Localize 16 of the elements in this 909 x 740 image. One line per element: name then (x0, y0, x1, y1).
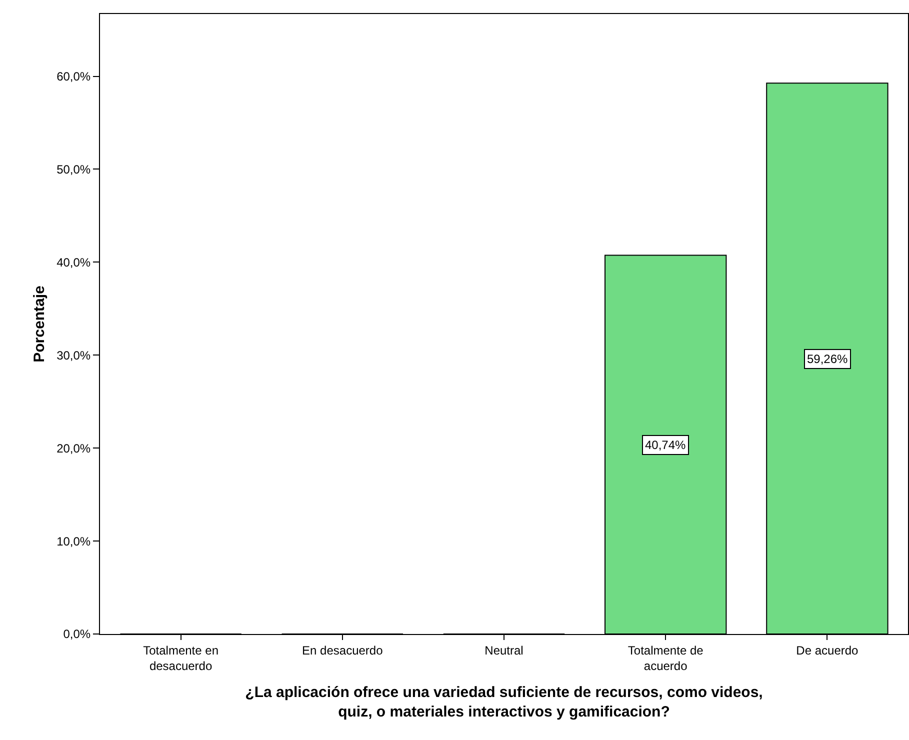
x-tick-label: De acuerdo (796, 643, 859, 658)
y-tick-label: 10,0% (56, 534, 91, 548)
x-tick-label: Totalmente en desacuerdo (143, 643, 218, 673)
data-label: 40,74% (645, 438, 686, 452)
y-tick-label: 0,0% (63, 627, 91, 642)
y-tick-label: 30,0% (56, 348, 91, 362)
x-tick-label: Neutral (484, 643, 524, 658)
y-tick-label: 60,0% (56, 69, 91, 84)
y-tick-label: 20,0% (56, 441, 91, 456)
x-tick-label: Totalmente de acuerdo (628, 643, 704, 673)
y-tick-label: 50,0% (56, 162, 91, 176)
x-tick-label: En desacuerdo (302, 643, 384, 658)
x-axis-title: ¿La aplicación ofrece una variedad suficiente de recursos, como videos, quiz, o materiales interactivos y gamificacion? (245, 684, 763, 720)
y-axis-title: Porcentaje (30, 286, 48, 362)
data-label: 59,26% (807, 352, 848, 366)
y-tick-label: 40,0% (56, 255, 91, 270)
